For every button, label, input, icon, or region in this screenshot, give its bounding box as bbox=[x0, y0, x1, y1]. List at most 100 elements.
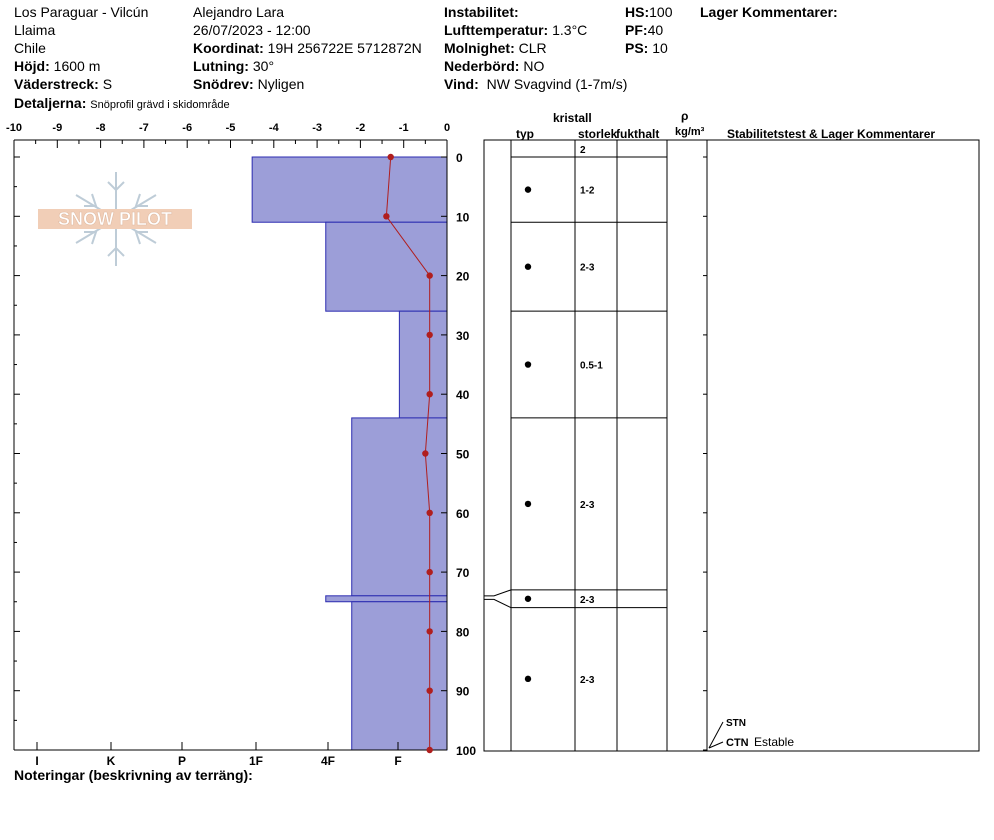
hardness-label: 1F bbox=[249, 754, 263, 768]
temp-tick-label: -9 bbox=[52, 122, 62, 134]
stability-leader bbox=[708, 721, 724, 749]
ps: PS: 10 bbox=[625, 40, 668, 56]
temperature-point bbox=[426, 687, 433, 694]
temperature-point bbox=[426, 391, 433, 398]
temp-tick-label: -2 bbox=[356, 122, 366, 134]
layer-comments-label: Lager Kommentarer: bbox=[700, 4, 838, 20]
temperature-point bbox=[383, 213, 390, 220]
temp-tick-label: -3 bbox=[312, 122, 322, 134]
hs-value: 100 bbox=[649, 4, 673, 20]
location: Los Paraguar - Vilcún bbox=[14, 4, 149, 20]
depth-label: 80 bbox=[456, 625, 470, 639]
instability-label: Instabilitet: bbox=[444, 4, 519, 20]
elevation-value: 1600 m bbox=[53, 58, 101, 74]
depth-label: 60 bbox=[456, 507, 470, 521]
coord-value: 19H 256722E 5712872N bbox=[267, 40, 422, 56]
aspect-value: S bbox=[102, 76, 113, 92]
hardness-label: K bbox=[107, 754, 116, 768]
temp-tick-label: 0 bbox=[444, 122, 450, 134]
temperature-point bbox=[426, 568, 433, 576]
ps-value: 10 bbox=[652, 40, 668, 56]
country: Chile bbox=[14, 40, 46, 56]
hardness-bar bbox=[325, 221, 448, 312]
airtemp-value: 1.3°C bbox=[552, 22, 588, 38]
coord-label: Koordinat: bbox=[193, 40, 264, 56]
wind-label: Vind: bbox=[444, 76, 479, 92]
pf-label: PF: bbox=[625, 22, 648, 38]
temperature-point bbox=[426, 746, 433, 754]
profile-plot: -10 -9 -8 -7 -6 -5 -4 -3 -2 -1 0I K P 1F 4F F0102030405… bbox=[6, 122, 476, 768]
ps-label: PS: bbox=[625, 40, 649, 56]
sky-cover: Molnighet: CLR bbox=[444, 40, 547, 56]
hardness-label: 4F bbox=[321, 754, 335, 768]
layer-connector bbox=[484, 589, 512, 597]
grain-symbol bbox=[524, 263, 532, 270]
snowpilot-logo: SNOW PILOT bbox=[38, 172, 192, 266]
depth-label: 100 bbox=[456, 744, 476, 758]
temperature-point bbox=[422, 450, 429, 457]
temp-tick-label: -10 bbox=[6, 122, 22, 134]
aspect-label: Väderstreck: bbox=[14, 76, 99, 92]
depth-label: 30 bbox=[456, 329, 470, 343]
hardness-bar bbox=[325, 595, 448, 603]
depth-label: 20 bbox=[456, 270, 470, 284]
pf: PF:40 bbox=[625, 22, 663, 38]
temperature-point bbox=[426, 331, 433, 339]
grain-symbol bbox=[524, 361, 532, 368]
sky-value: CLR bbox=[518, 40, 547, 56]
temperature-point bbox=[426, 628, 433, 635]
grain-symbol bbox=[524, 500, 532, 508]
stability-test-label: CTN bbox=[726, 737, 749, 749]
layer-size: 1-2 bbox=[580, 186, 595, 197]
snow-drift: Snödrev: Nyligen bbox=[193, 76, 304, 92]
layer-size: 2-3 bbox=[580, 595, 595, 606]
hs-label: HS: bbox=[625, 4, 650, 20]
temp-tick-label: -6 bbox=[182, 122, 192, 134]
col-density-unit: kg/m³ bbox=[675, 126, 705, 138]
hs: HS:100 bbox=[625, 4, 672, 20]
temperature-point bbox=[387, 153, 394, 161]
layer-size: 2-3 bbox=[580, 263, 595, 274]
temp-tick-label: -5 bbox=[226, 122, 236, 134]
hardness-label: I bbox=[35, 754, 38, 768]
temp-tick-label: -7 bbox=[139, 122, 149, 134]
precipitation: Nederbörd: NO bbox=[444, 58, 544, 74]
elevation: Höjd: 1600 m bbox=[14, 58, 100, 74]
slope-label: Lutning: bbox=[193, 58, 249, 74]
layer-table: 2 1-2 2-3 0.5-1 2-3 2-3 2-3 STN CTN Estable bbox=[483, 139, 980, 752]
notes-label: Noteringar (beskrivning av terräng): bbox=[14, 767, 253, 783]
wind: Vind: NW Svagvind (1-7m/s) bbox=[444, 76, 627, 92]
pf-value: 40 bbox=[647, 22, 664, 38]
depth-label: 40 bbox=[456, 388, 470, 402]
slope-value: 30° bbox=[252, 58, 275, 74]
drift-label: Snödrev: bbox=[193, 76, 254, 92]
airtemp-label: Lufttemperatur: bbox=[444, 22, 549, 38]
depth-label: 10 bbox=[456, 210, 470, 224]
logo-text: SNOW PILOT bbox=[58, 209, 172, 229]
details-label: Detaljerna: bbox=[14, 95, 87, 111]
col-rho: ρ bbox=[681, 109, 689, 123]
grain-symbol bbox=[524, 595, 532, 602]
grain-symbol bbox=[524, 186, 532, 193]
mountain-range: Llaima bbox=[14, 22, 56, 38]
sky-label: Molnighet: bbox=[444, 40, 515, 56]
precip-label: Nederbörd: bbox=[444, 58, 520, 74]
temperature-point bbox=[426, 272, 433, 279]
aspect: Väderstreck: S bbox=[14, 76, 112, 92]
stability-test-result: Estable bbox=[754, 735, 794, 749]
layer-size: 2-3 bbox=[580, 500, 595, 511]
wind-value: NW Svagvind (1-7m/s) bbox=[486, 76, 628, 92]
hardness-label: F bbox=[394, 754, 401, 768]
hardness-bar bbox=[351, 417, 448, 597]
col-size: storlek bbox=[578, 127, 618, 141]
table-frame bbox=[483, 139, 980, 752]
temp-tick-label: -8 bbox=[96, 122, 106, 134]
details-value: Snöprofil grävd i skidområde bbox=[90, 99, 230, 111]
drift-value: Nyligen bbox=[257, 76, 305, 92]
stability-test-label: STN bbox=[726, 718, 746, 729]
coordinates: Koordinat: 19H 256722E 5712872N bbox=[193, 40, 422, 56]
layer-size: 2 bbox=[580, 145, 586, 156]
temperature-point bbox=[426, 509, 433, 516]
observer: Alejandro Lara bbox=[193, 4, 285, 20]
